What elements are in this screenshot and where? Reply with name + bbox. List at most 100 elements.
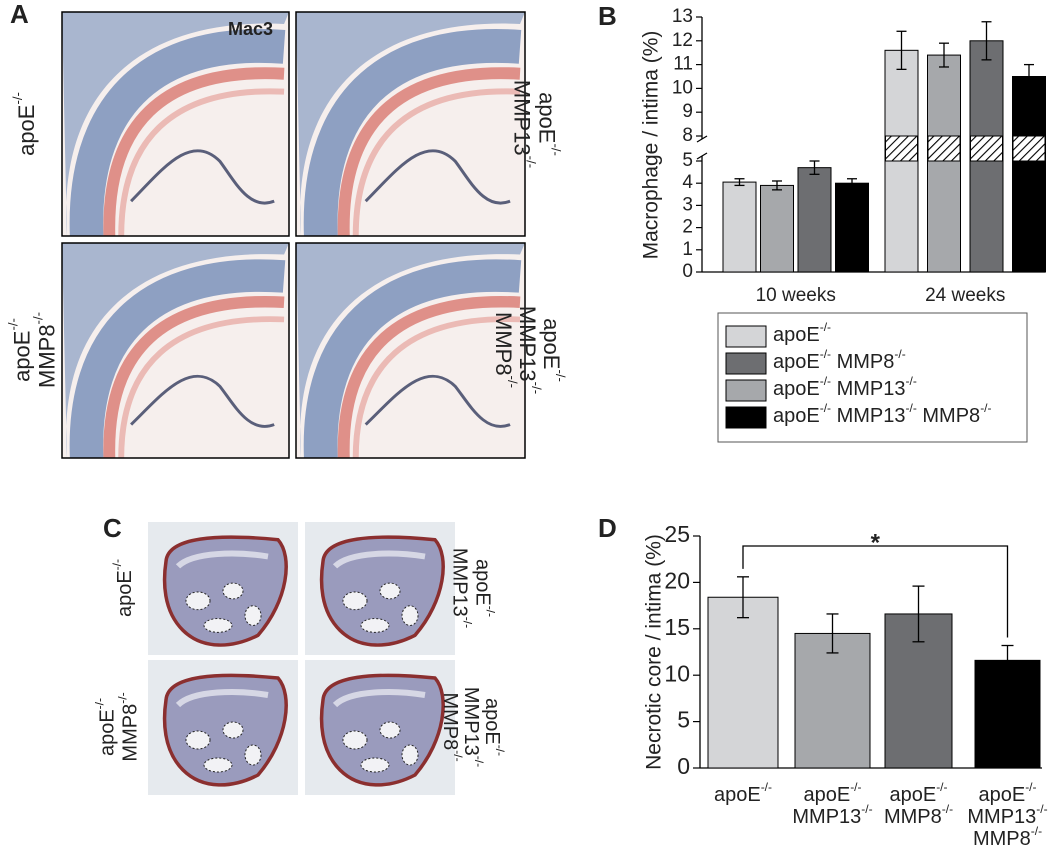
label-text: apoE — [539, 318, 564, 369]
label-line: MMP13-/- — [515, 306, 543, 394]
label-sup: -/- — [460, 617, 474, 628]
label-sup: -/- — [523, 156, 538, 168]
label-text: MMP13 — [967, 806, 1036, 828]
label: apoE-/- — [11, 92, 39, 156]
legend-swatch — [725, 379, 767, 402]
label-line: apoE-/- MMP8-/- — [773, 347, 906, 373]
label-line: MMP8-/- — [973, 824, 1042, 850]
label-text: MMP8 — [917, 405, 980, 427]
legend-box — [717, 312, 1028, 443]
label-text: apoE — [803, 784, 850, 806]
axis-break-hatch — [970, 135, 1003, 162]
label-sup: -/- — [980, 401, 991, 415]
axis-break-hatch — [927, 135, 961, 162]
label-sup: -/- — [11, 92, 26, 104]
label-line: MMP13-/- — [460, 687, 486, 767]
label: apoE-/- — [110, 559, 136, 617]
y-tick-label: 2 — [682, 217, 693, 238]
label-line: MMP8-/- — [116, 692, 142, 761]
label-line: MMP13-/- — [448, 548, 474, 628]
bar — [707, 596, 779, 769]
label-sup: -/- — [936, 780, 947, 794]
bar — [1012, 76, 1046, 273]
label-line: apoE-/- — [773, 320, 831, 346]
label-line: apoE-/- — [6, 318, 34, 382]
axis-break-hatch — [885, 135, 918, 162]
label-sup: -/- — [761, 780, 772, 794]
label-sup: -/- — [820, 320, 831, 334]
label-text: apoE — [14, 105, 39, 156]
label-line: MMP8-/- — [884, 802, 953, 828]
label-sup: -/- — [894, 347, 905, 361]
label-text: apoE — [471, 559, 493, 606]
label-sup: -/- — [548, 143, 563, 155]
label-line: apoE-/- — [539, 318, 567, 382]
image-frame — [61, 11, 290, 237]
label-line: MMP8-/- — [491, 312, 519, 388]
label-sup: -/- — [1031, 824, 1042, 838]
label-line: MMP8-/- — [31, 312, 59, 388]
label-sup: -/- — [820, 401, 831, 415]
label-sup: -/- — [906, 374, 917, 388]
bar — [760, 184, 794, 273]
label-sup: -/- — [528, 382, 543, 394]
y-tick-label: 5 — [677, 707, 690, 733]
label-text: MMP13 — [448, 548, 470, 617]
legend-entry: apoE-/- MMP13-/- — [773, 374, 917, 400]
label-text: apoE — [535, 92, 560, 143]
bar — [927, 54, 961, 273]
label-text: apoE — [97, 709, 119, 756]
label-line: apoE-/- — [110, 559, 136, 617]
x-tick-label: apoE-/-MMP13-/- — [792, 780, 872, 828]
label-text: MMP13 — [831, 405, 905, 427]
y-tick-label: 9 — [682, 101, 693, 122]
label-sup: -/- — [483, 606, 497, 617]
label-text: apoE — [889, 784, 936, 806]
label-text: apoE — [9, 331, 34, 382]
label: apoE-/-MMP13-/- — [448, 548, 497, 628]
label-sup: -/- — [451, 750, 465, 761]
label-text: MMP8 — [884, 806, 942, 828]
label-sup: -/- — [820, 347, 831, 361]
label: apoE-/-MMP13-/- — [510, 80, 563, 168]
histology-image — [148, 522, 298, 655]
y-tick-label: 10 — [664, 660, 690, 686]
label-line: apoE-/- — [714, 780, 772, 806]
label-text: apoE — [773, 378, 820, 400]
y-tick-label: 20 — [664, 567, 690, 593]
stain-label: Mac3 — [228, 19, 273, 39]
histology-image — [296, 12, 525, 236]
label-sup: -/- — [93, 698, 107, 709]
label-text: MMP13 — [510, 80, 535, 156]
panel-letter: D — [598, 513, 617, 543]
y-tick-label: 25 — [664, 521, 690, 547]
label-line: MMP13-/- — [510, 80, 538, 168]
y-tick-label: 3 — [682, 194, 693, 215]
panel-letter: B — [598, 1, 617, 31]
label-text: MMP13 — [515, 306, 540, 382]
label-text: MMP8 — [491, 312, 516, 376]
label-line: apoE-/- — [471, 559, 497, 617]
bar — [797, 167, 832, 273]
legend-swatch — [725, 406, 767, 429]
histology-image — [148, 660, 298, 795]
label-text: apoE — [773, 351, 820, 373]
label-text: apoE — [114, 570, 136, 617]
label-line: apoE-/- MMP13-/- MMP8-/- — [773, 401, 992, 427]
label-sup: -/- — [1025, 780, 1036, 794]
x-tick-label: apoE-/-MMP13-/-MMP8-/- — [967, 780, 1047, 850]
y-tick-label: 10 — [672, 77, 693, 98]
bar — [794, 632, 871, 769]
label-line: apoE-/- — [481, 698, 507, 756]
legend-entry: apoE-/- — [773, 320, 831, 346]
label-text: MMP8 — [831, 351, 894, 373]
label: apoE-/- MMP8-/- — [93, 692, 142, 761]
histology-image — [62, 12, 289, 236]
label-line: apoE-/- — [978, 780, 1036, 806]
histology-image — [296, 243, 525, 458]
y-tick-label: 15 — [664, 614, 690, 640]
axis-break — [696, 135, 708, 143]
bar — [974, 659, 1041, 769]
label-text: apoE — [481, 698, 503, 745]
